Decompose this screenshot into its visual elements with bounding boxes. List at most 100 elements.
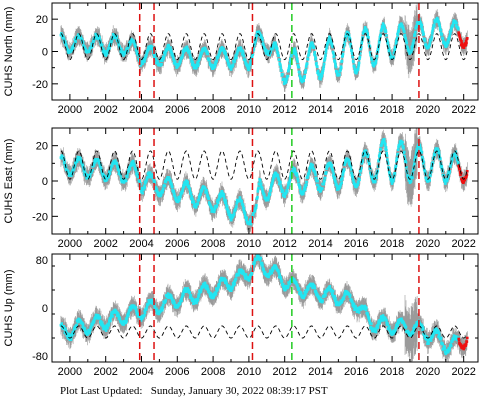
data-point bbox=[318, 296, 321, 299]
data-point bbox=[225, 205, 229, 208]
data-point bbox=[404, 37, 407, 40]
data-point bbox=[341, 174, 344, 177]
data-point bbox=[360, 45, 363, 49]
data-point bbox=[260, 186, 264, 190]
data-point bbox=[321, 71, 324, 75]
data-point bbox=[379, 318, 382, 322]
data-point bbox=[377, 40, 381, 44]
data-point bbox=[190, 58, 194, 62]
data-point bbox=[260, 262, 264, 265]
data-point bbox=[266, 198, 270, 202]
data-point bbox=[234, 208, 237, 211]
data-point bbox=[420, 155, 424, 159]
data-point bbox=[163, 184, 167, 188]
data-point bbox=[271, 177, 275, 181]
data-point bbox=[293, 168, 296, 171]
data-point bbox=[84, 47, 87, 51]
x-tick-label: 2006 bbox=[165, 366, 189, 378]
data-point bbox=[378, 155, 381, 159]
data-point bbox=[396, 34, 400, 37]
data-point bbox=[180, 191, 184, 195]
data-point bbox=[403, 323, 407, 327]
data-point bbox=[275, 47, 279, 50]
data-point bbox=[321, 187, 324, 190]
data-point bbox=[95, 317, 99, 320]
data-point bbox=[180, 299, 183, 303]
data-point bbox=[72, 329, 76, 333]
data-point bbox=[323, 179, 326, 183]
data-point bbox=[422, 160, 425, 164]
data-point bbox=[272, 44, 275, 48]
data-point bbox=[89, 328, 92, 331]
data-point bbox=[315, 61, 318, 65]
data-point bbox=[447, 175, 450, 178]
data-point bbox=[81, 162, 84, 166]
data-point bbox=[412, 38, 416, 42]
data-point bbox=[333, 295, 337, 298]
data-point bbox=[105, 178, 109, 181]
data-point bbox=[423, 168, 426, 172]
data-point bbox=[109, 168, 112, 171]
data-point bbox=[114, 34, 117, 37]
data-point bbox=[244, 214, 247, 218]
data-point bbox=[366, 34, 369, 37]
data-point bbox=[428, 41, 432, 44]
data-point bbox=[62, 38, 66, 41]
data-point bbox=[421, 158, 425, 161]
data-point bbox=[121, 50, 124, 54]
data-point bbox=[270, 271, 274, 275]
data-point bbox=[378, 152, 382, 155]
data-point bbox=[403, 33, 407, 37]
data-point bbox=[321, 299, 324, 302]
y-tick-label: 0 bbox=[42, 303, 48, 315]
x-tick-label: 2000 bbox=[58, 104, 82, 116]
data-point bbox=[438, 22, 441, 26]
data-point bbox=[196, 60, 199, 64]
data-point bbox=[352, 60, 355, 64]
data-point bbox=[450, 160, 453, 163]
data-point bbox=[277, 178, 281, 182]
data-point bbox=[125, 320, 128, 323]
data-point bbox=[67, 337, 71, 340]
data-point bbox=[362, 32, 365, 35]
data-point bbox=[147, 174, 151, 177]
data-point bbox=[242, 55, 246, 58]
data-point bbox=[372, 64, 376, 68]
data-point bbox=[134, 169, 138, 172]
data-point bbox=[224, 279, 228, 283]
data-point bbox=[288, 178, 292, 181]
data-point bbox=[460, 42, 464, 45]
data-point bbox=[99, 163, 102, 167]
data-point bbox=[169, 180, 172, 184]
data-point bbox=[276, 173, 280, 177]
data-point bbox=[289, 57, 292, 61]
data-point bbox=[274, 43, 277, 47]
data-point bbox=[159, 193, 163, 196]
data-point bbox=[369, 53, 373, 57]
data-point bbox=[141, 60, 145, 63]
y-tick-label: -20 bbox=[32, 211, 48, 223]
data-point bbox=[143, 60, 146, 64]
x-tick-label: 2016 bbox=[344, 238, 368, 250]
plot-area bbox=[59, 128, 469, 234]
data-point bbox=[85, 177, 88, 180]
data-point bbox=[139, 64, 143, 67]
data-point bbox=[143, 314, 146, 317]
data-point bbox=[397, 29, 401, 32]
data-point bbox=[311, 286, 314, 290]
data-point bbox=[316, 179, 319, 183]
data-point bbox=[459, 343, 463, 346]
data-point bbox=[331, 45, 334, 49]
data-point bbox=[332, 54, 336, 57]
data-point bbox=[190, 57, 193, 60]
data-point bbox=[74, 158, 78, 161]
data-point bbox=[351, 300, 354, 304]
data-point bbox=[385, 154, 389, 158]
data-point bbox=[448, 346, 451, 350]
data-point bbox=[232, 213, 236, 217]
data-point bbox=[449, 32, 452, 35]
data-point bbox=[109, 319, 112, 323]
data-point bbox=[363, 304, 367, 308]
data-point bbox=[399, 142, 402, 145]
data-point bbox=[443, 347, 446, 351]
